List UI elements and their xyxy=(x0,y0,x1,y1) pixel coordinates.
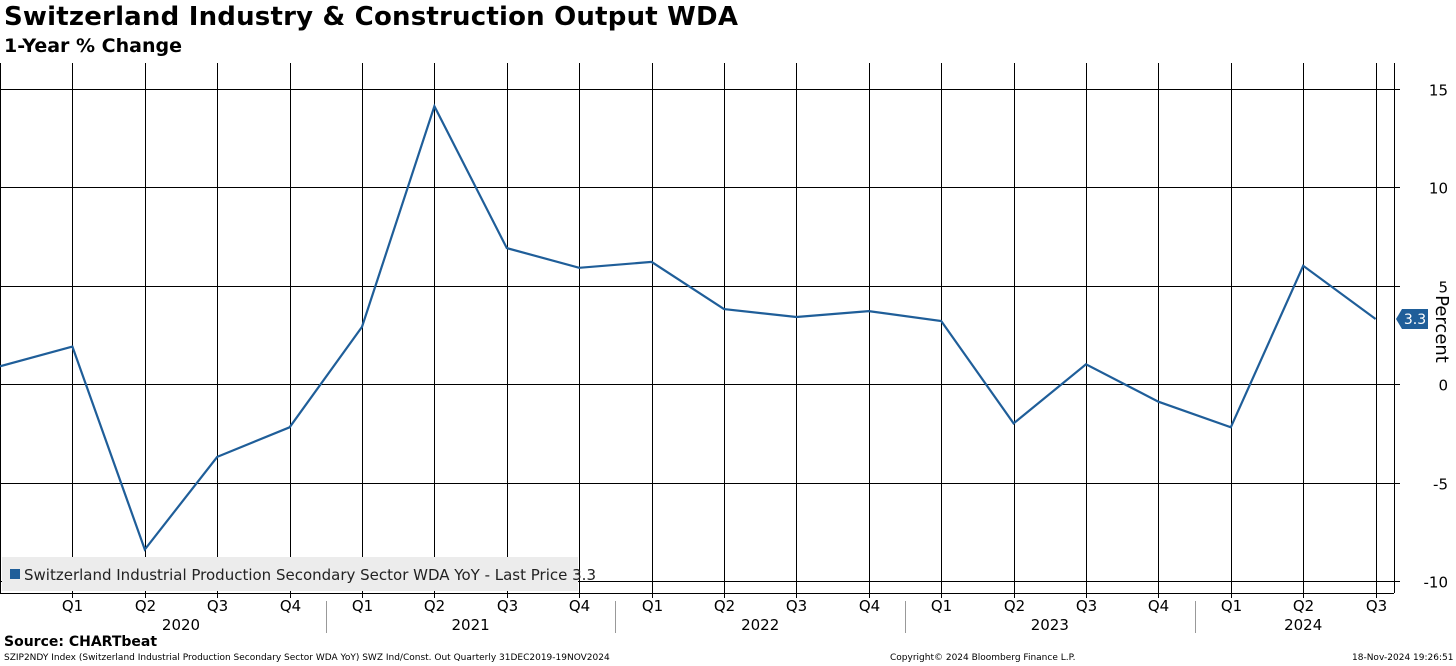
y-axis-title: Percent xyxy=(1431,295,1452,363)
series-line xyxy=(0,103,1377,552)
x-tick-label-quarter: Q3 xyxy=(1366,597,1387,615)
x-tick-label-quarter: Q2 xyxy=(1293,597,1314,615)
y-tick-label: 5 xyxy=(1438,279,1448,297)
x-tick-label-quarter: Q2 xyxy=(714,597,735,615)
x-tick-label-year: 2020 xyxy=(162,616,200,634)
legend-label: Switzerland Industrial Production Second… xyxy=(24,566,596,584)
x-tick-label-quarter: Q3 xyxy=(1076,597,1097,615)
y-tick-label: 0 xyxy=(1438,377,1448,395)
x-tick-label-year: 2021 xyxy=(452,616,490,634)
last-price-marker xyxy=(1396,308,1428,329)
x-tick-label-year: 2024 xyxy=(1284,616,1322,634)
x-tick-label-quarter: Q4 xyxy=(1148,597,1169,615)
source-note: Source: CHARTbeat xyxy=(4,634,158,650)
axis-layer: 15 10 5 0 -5 -10 Q1 Q2 Q3 Q4 Q1 Q2 Q3 Q4 Q1 Q2 Q3 Q4 Q1 Q2 Q… xyxy=(62,82,1452,635)
x-tick-label-quarter: Q3 xyxy=(497,597,518,615)
x-tick-label-year: 2023 xyxy=(1031,616,1069,634)
x-tick-label-quarter: Q3 xyxy=(786,597,807,615)
y-tick-label: 10 xyxy=(1429,180,1448,198)
last-price-tag: 3.3 xyxy=(1396,308,1428,329)
y-tick-label: -10 xyxy=(1424,574,1449,592)
timestamp: 18-Nov-2024 19:26:51 xyxy=(1352,653,1454,663)
x-tick-label-quarter: Q2 xyxy=(135,597,156,615)
series-layer xyxy=(0,103,1377,552)
last-price-label: 3.3 xyxy=(1404,312,1426,328)
y-tick-label: -5 xyxy=(1433,476,1448,494)
x-tick-label-quarter: Q1 xyxy=(642,597,663,615)
x-tick-label-quarter: Q1 xyxy=(62,597,83,615)
x-tick-label-quarter: Q4 xyxy=(859,597,880,615)
x-tick-label-quarter: Q2 xyxy=(1004,597,1025,615)
legend: Switzerland Industrial Production Second… xyxy=(2,557,596,591)
grid-layer xyxy=(0,63,1395,594)
x-tick-label-quarter: Q4 xyxy=(280,597,301,615)
x-tick-label-quarter: Q3 xyxy=(207,597,228,615)
ticker-line: SZIP2NDY Index (Switzerland Industrial P… xyxy=(4,653,610,663)
y-tick-label: 15 xyxy=(1429,82,1448,100)
x-tick-label-quarter: Q1 xyxy=(931,597,952,615)
x-tick-label-quarter: Q1 xyxy=(352,597,373,615)
x-tick-label-quarter: Q1 xyxy=(1221,597,1242,615)
chart-title: Switzerland Industry & Construction Outp… xyxy=(4,2,739,32)
x-tick-label-quarter: Q2 xyxy=(424,597,445,615)
x-tick-label-year: 2022 xyxy=(741,616,779,634)
copyright-note: Copyright© 2024 Bloomberg Finance L.P. xyxy=(890,653,1076,663)
chart-subtitle: 1-Year % Change xyxy=(4,35,182,57)
x-tick-label-quarter: Q4 xyxy=(569,597,590,615)
legend-swatch xyxy=(10,569,20,579)
